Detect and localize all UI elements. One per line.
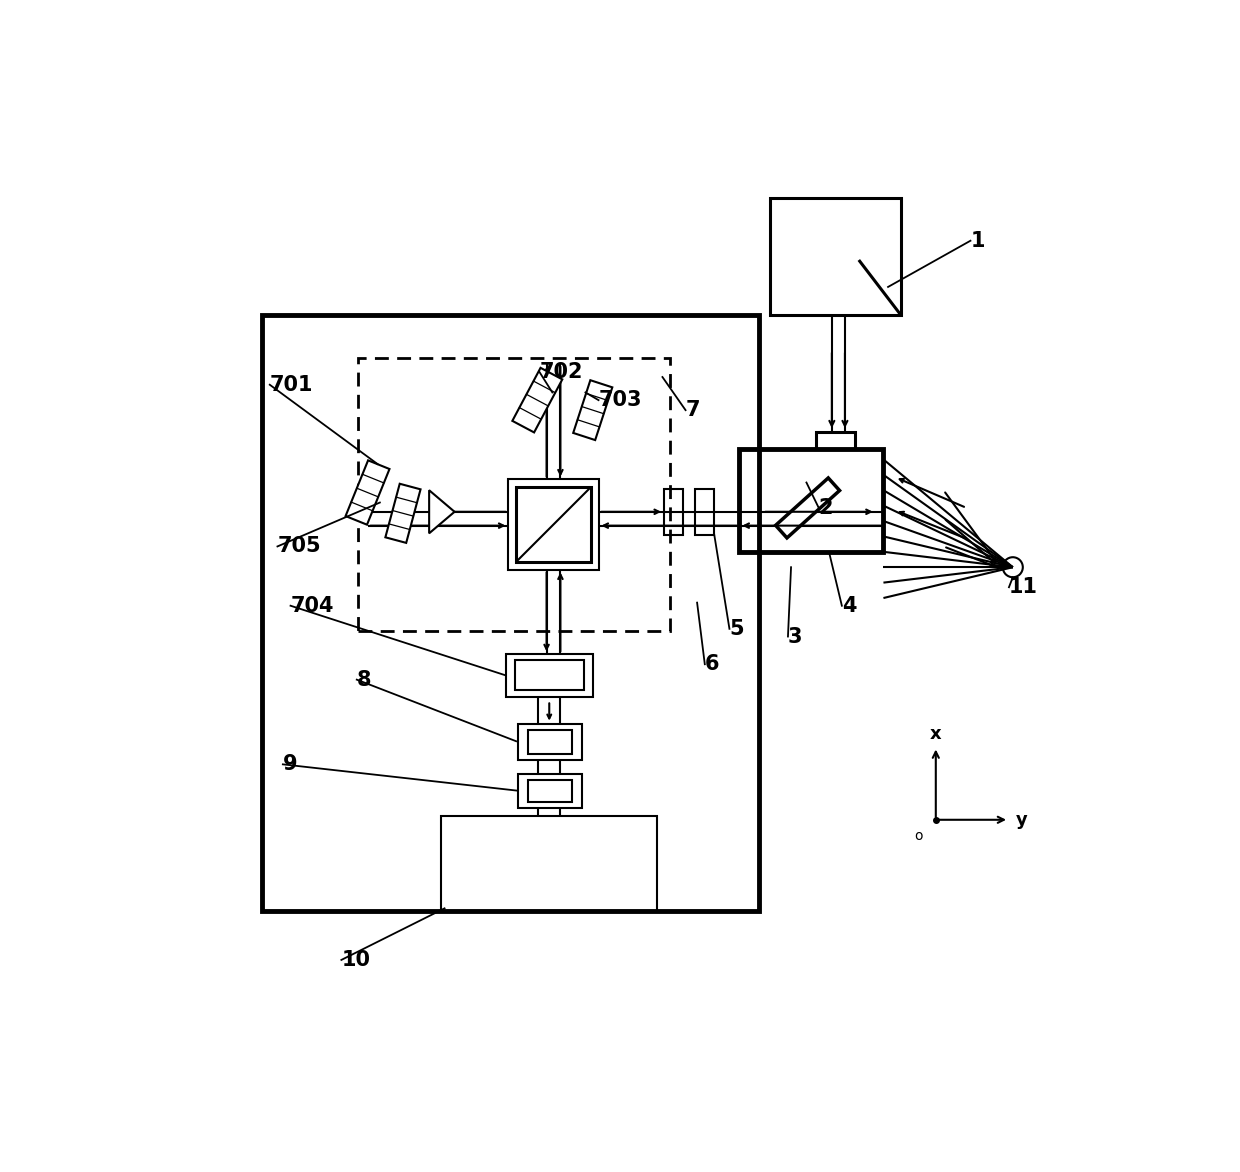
Text: 2: 2 [818, 498, 833, 518]
Text: 8: 8 [357, 669, 371, 689]
Text: 10: 10 [341, 950, 371, 970]
Text: 5: 5 [729, 619, 744, 639]
Text: y: y [1016, 811, 1028, 829]
Text: o: o [915, 829, 923, 843]
Polygon shape [429, 490, 455, 533]
Text: 4: 4 [842, 595, 857, 615]
Text: 701: 701 [270, 375, 314, 395]
Text: 9: 9 [283, 755, 298, 775]
Text: 11: 11 [1009, 578, 1038, 598]
Polygon shape [346, 461, 389, 525]
Polygon shape [775, 478, 839, 538]
Polygon shape [512, 368, 562, 432]
Text: 702: 702 [539, 362, 583, 382]
Text: 705: 705 [278, 537, 321, 557]
Text: 7: 7 [686, 400, 701, 420]
Polygon shape [386, 484, 420, 543]
Text: 704: 704 [290, 595, 334, 615]
Text: x: x [930, 724, 941, 743]
Text: 1: 1 [971, 231, 985, 251]
Text: 6: 6 [704, 654, 719, 674]
Polygon shape [573, 380, 613, 440]
Text: 3: 3 [787, 627, 802, 647]
Text: 703: 703 [599, 390, 642, 410]
